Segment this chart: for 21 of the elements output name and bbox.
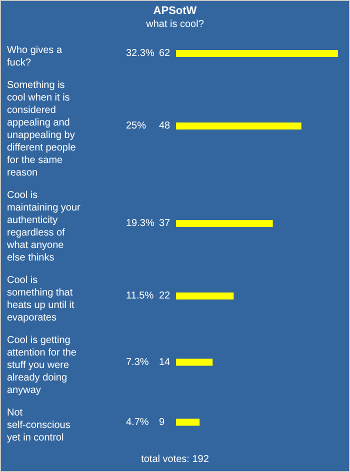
data-label: 11.5% [126,290,154,302]
chart-title: APSotW [153,5,198,17]
annotation: total votes: 192 [141,454,210,465]
text: 48 [159,120,171,132]
text: 62 [159,48,171,59]
y-tick-label: Something is cool when it is considered appealing and unappealing by different people for the same reason [7,80,76,178]
y-tick-label: Not self-conscious yet in control [7,408,70,444]
y-tick-label: Cool is something that heats up until it evaporates [7,275,74,324]
text: 14 [159,356,171,368]
y-tick-label: Cool is maintaining your authenticity regardless of what anyone else thinks [6,190,82,264]
text: 22 [159,290,171,302]
chart-subtitle: what is cool? [145,19,204,30]
data-label: 19.3% [126,218,154,229]
y-tick-label: Who gives a fuck? [7,45,62,68]
y-tick-label: Cool is getting attention for the stuff you were already doing anyway [7,335,77,396]
text: 37 [159,218,171,229]
data-label: 4.7% [126,416,149,428]
data-label: 7.3% [126,356,149,368]
data-label: 25% [126,120,146,132]
data-label: 32.3% [126,48,154,59]
text: 9 [159,416,165,428]
